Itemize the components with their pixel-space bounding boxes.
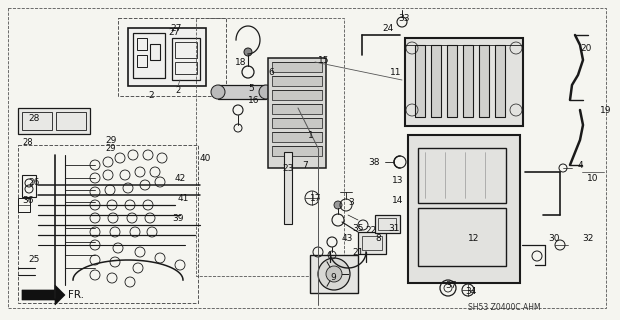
Bar: [310, 255, 358, 293]
Text: 32: 32: [582, 234, 593, 243]
Text: 2: 2: [148, 91, 154, 100]
Text: 6: 6: [268, 68, 274, 76]
Bar: [137, 55, 147, 67]
Bar: [272, 62, 322, 72]
Circle shape: [259, 85, 273, 99]
Text: 37: 37: [445, 281, 456, 290]
Bar: [175, 42, 197, 58]
Bar: [128, 28, 206, 86]
Bar: [137, 38, 147, 50]
Bar: [56, 112, 86, 130]
Text: 22: 22: [365, 226, 376, 235]
Bar: [284, 152, 292, 224]
Polygon shape: [22, 285, 65, 305]
Text: 9: 9: [330, 274, 336, 283]
Text: 28: 28: [28, 114, 40, 123]
Text: 40: 40: [200, 154, 211, 163]
Text: 39: 39: [172, 213, 184, 222]
Circle shape: [244, 48, 252, 56]
Text: 20: 20: [580, 44, 591, 52]
Bar: [172, 38, 200, 80]
Text: 30: 30: [548, 234, 559, 243]
Text: 27: 27: [168, 28, 179, 36]
Text: 12: 12: [468, 234, 479, 243]
Bar: [447, 45, 457, 117]
Bar: [463, 45, 473, 117]
Bar: [418, 148, 506, 203]
Text: 26: 26: [28, 178, 40, 187]
Text: 38: 38: [368, 157, 379, 166]
Bar: [358, 232, 386, 254]
Bar: [272, 90, 322, 100]
Text: SH53 Z0400C AHM: SH53 Z0400C AHM: [468, 303, 541, 313]
Bar: [18, 108, 90, 134]
Bar: [272, 132, 322, 142]
Bar: [22, 175, 36, 197]
Text: 11: 11: [390, 68, 402, 76]
Bar: [272, 104, 322, 114]
Bar: [268, 58, 326, 168]
Text: 4: 4: [578, 161, 583, 170]
Text: 10: 10: [587, 173, 598, 182]
Text: 19: 19: [600, 106, 611, 115]
Circle shape: [211, 85, 225, 99]
Text: 13: 13: [392, 175, 404, 185]
Bar: [196, 18, 344, 276]
Text: 42: 42: [175, 173, 186, 182]
Text: 43: 43: [342, 234, 353, 243]
Bar: [272, 76, 322, 86]
Text: 29: 29: [105, 143, 115, 153]
Bar: [375, 215, 400, 233]
Text: 8: 8: [375, 234, 381, 243]
Text: 35: 35: [352, 223, 363, 233]
Circle shape: [318, 258, 350, 290]
Text: 29: 29: [105, 135, 117, 145]
Text: 27: 27: [170, 23, 182, 33]
Text: 3: 3: [348, 197, 354, 206]
Circle shape: [334, 201, 342, 209]
Bar: [495, 45, 505, 117]
Bar: [218, 85, 266, 99]
Text: 18: 18: [235, 58, 247, 67]
Text: 1: 1: [308, 131, 314, 140]
Bar: [362, 236, 382, 250]
Bar: [133, 33, 165, 78]
Bar: [418, 208, 506, 266]
Bar: [405, 38, 523, 126]
Text: 17: 17: [310, 194, 322, 203]
Bar: [18, 198, 30, 212]
Text: 31: 31: [388, 223, 399, 233]
Text: 36: 36: [22, 196, 33, 204]
Text: 28: 28: [22, 138, 33, 147]
Bar: [175, 62, 197, 74]
Circle shape: [326, 266, 342, 282]
Bar: [272, 146, 322, 156]
Text: 15: 15: [318, 55, 329, 65]
Bar: [272, 118, 322, 128]
Bar: [22, 112, 52, 130]
Text: 41: 41: [178, 194, 189, 203]
Text: 34: 34: [465, 287, 476, 297]
Text: 5: 5: [248, 84, 254, 92]
Bar: [378, 218, 396, 230]
Text: 16: 16: [248, 95, 260, 105]
Bar: [118, 18, 226, 96]
Text: 21: 21: [352, 247, 363, 257]
Text: 33: 33: [398, 13, 409, 22]
Text: FR.: FR.: [68, 290, 84, 300]
Text: 2: 2: [175, 85, 180, 94]
Text: 14: 14: [392, 196, 404, 204]
Bar: [415, 45, 425, 117]
Bar: [18, 145, 198, 303]
Text: 24: 24: [382, 23, 393, 33]
Text: 23: 23: [282, 164, 293, 172]
Bar: [431, 45, 441, 117]
Text: 25: 25: [28, 255, 40, 265]
Bar: [479, 45, 489, 117]
Bar: [150, 44, 160, 60]
Bar: [408, 135, 520, 283]
Text: 7: 7: [302, 161, 308, 170]
